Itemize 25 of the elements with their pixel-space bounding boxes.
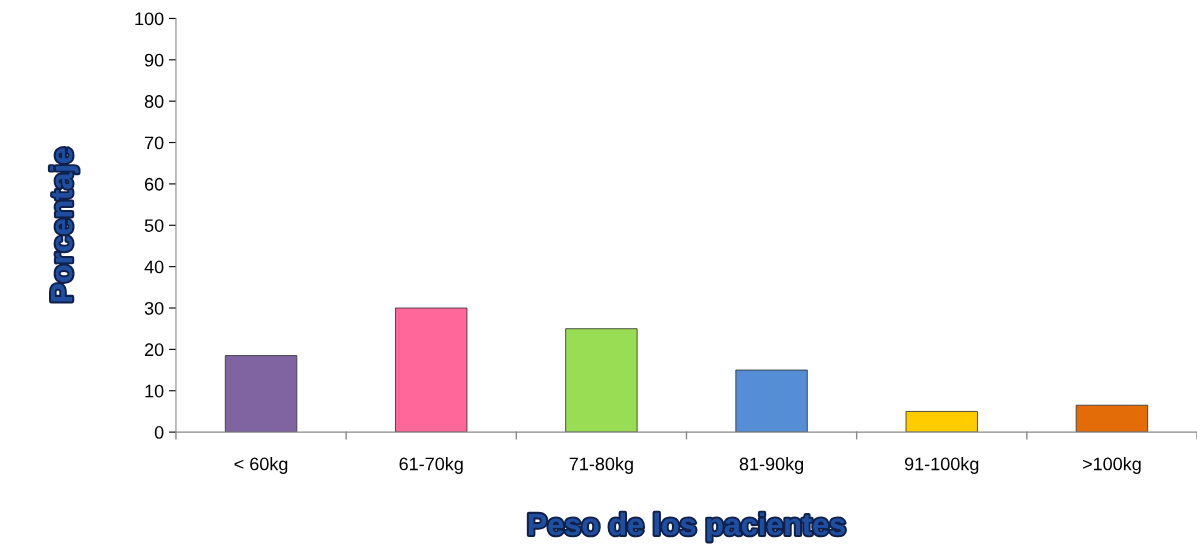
x-tick-label: 91-100kg <box>904 457 979 474</box>
x-tick-label: 61-70kg <box>399 457 463 474</box>
y-tick-label: 20 <box>144 343 164 357</box>
y-tick-label: 0 <box>154 426 164 439</box>
bar <box>395 307 468 433</box>
y-tick-label: 40 <box>144 260 164 274</box>
x-axis-title: Peso de los pacientes <box>528 512 845 542</box>
x-tick-label: >100kg <box>1082 457 1141 474</box>
x-tick-label: < 60kg <box>234 457 288 474</box>
y-tick-label: 30 <box>144 301 164 315</box>
bar <box>1075 404 1149 433</box>
bar <box>905 411 978 433</box>
bar <box>224 355 298 433</box>
y-tick-label: 50 <box>144 219 164 232</box>
y-tick-label: 100 <box>135 12 164 26</box>
bar <box>565 328 638 433</box>
x-tick-label: 71-80kg <box>569 457 633 474</box>
y-tick-label: 90 <box>144 53 164 67</box>
x-tick-label: 81-90kg <box>739 457 804 474</box>
y-tick-label: 70 <box>145 136 164 150</box>
y-axis-title: Porcentaje <box>49 148 79 302</box>
y-tick-label: 60 <box>144 177 164 191</box>
y-tick-label: 10 <box>145 384 164 398</box>
bar <box>735 369 808 433</box>
y-tick-label: 80 <box>144 95 164 108</box>
